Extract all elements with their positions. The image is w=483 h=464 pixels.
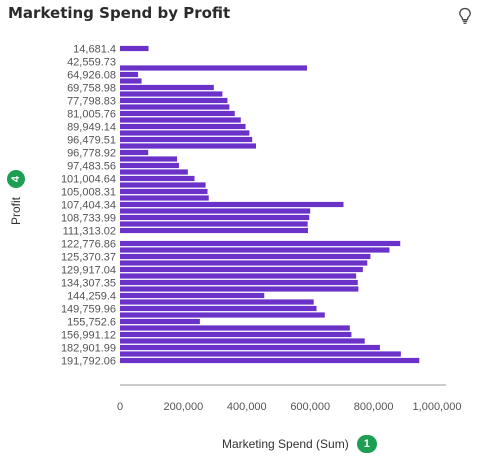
- y-tick-label: 134,307.35: [61, 278, 116, 290]
- bar[interactable]: [120, 344, 380, 351]
- x-tick-label: 1,000,000: [413, 401, 462, 413]
- bar[interactable]: [120, 260, 368, 266]
- y-tick-label: 122,776.86: [61, 239, 116, 251]
- bar[interactable]: [120, 292, 265, 299]
- x-tick-label: 600,000: [290, 401, 330, 413]
- bar[interactable]: [120, 188, 208, 195]
- bar[interactable]: [120, 273, 357, 279]
- bar[interactable]: [120, 97, 228, 104]
- bar[interactable]: [120, 253, 371, 260]
- y-tick-label: 77,798.83: [67, 96, 116, 108]
- bar[interactable]: [120, 65, 308, 71]
- y-tick-label: 64,926.08: [67, 70, 116, 82]
- bar[interactable]: [120, 110, 235, 117]
- bar[interactable]: [120, 156, 178, 162]
- bar[interactable]: [120, 91, 223, 97]
- y-tick-label: 182,901.99: [61, 343, 116, 355]
- bar[interactable]: [120, 247, 390, 253]
- bar[interactable]: [120, 214, 310, 221]
- bar[interactable]: [120, 71, 139, 78]
- bar[interactable]: [120, 208, 311, 214]
- y-tick-label: 96,479.51: [67, 135, 116, 147]
- chart-title: Marketing Spend by Profit: [8, 4, 231, 22]
- bar[interactable]: [120, 78, 142, 84]
- bar[interactable]: [120, 221, 308, 227]
- y-tick-label: 111,313.02: [63, 226, 116, 238]
- y-tick-label: 97,483.56: [67, 161, 116, 173]
- bar[interactable]: [120, 312, 325, 318]
- bar[interactable]: [120, 136, 253, 143]
- bar[interactable]: [120, 227, 308, 234]
- bar[interactable]: [120, 351, 401, 357]
- y-tick-label: 129,917.04: [61, 265, 116, 277]
- y-tick-label: 69,758.98: [67, 83, 116, 95]
- bar[interactable]: [120, 338, 365, 344]
- bar[interactable]: [120, 331, 352, 338]
- bar[interactable]: [120, 182, 206, 188]
- bar[interactable]: [120, 357, 420, 364]
- y-tick-label: 108,733.99: [61, 213, 116, 225]
- x-axis-count-badge[interactable]: 1: [356, 435, 377, 453]
- bar[interactable]: [120, 149, 149, 156]
- y-tick-label: 149,759.96: [61, 304, 116, 316]
- y-tick-label: 101,004.64: [61, 174, 116, 186]
- bar[interactable]: [120, 143, 256, 149]
- bar[interactable]: [120, 169, 188, 175]
- bar[interactable]: [120, 318, 200, 325]
- bar[interactable]: [120, 279, 358, 286]
- lightbulb-icon[interactable]: [458, 7, 472, 25]
- x-axis-title-group: Marketing Spend (Sum) 1: [222, 435, 377, 453]
- x-tick-label: 200,000: [164, 401, 204, 413]
- x-tick-label: 0: [117, 401, 123, 413]
- bar[interactable]: [120, 201, 344, 208]
- x-axis-title[interactable]: Marketing Spend (Sum): [222, 437, 349, 451]
- bar[interactable]: [120, 130, 250, 136]
- y-tick-label: 144,259.4: [67, 291, 116, 303]
- bar[interactable]: [120, 45, 149, 52]
- y-tick-label: 14,681.4: [73, 44, 116, 56]
- bar[interactable]: [120, 162, 179, 169]
- y-tick-label: 156,991.12: [61, 330, 116, 342]
- bar[interactable]: [120, 104, 230, 110]
- bar[interactable]: [120, 195, 209, 201]
- y-tick-label: 107,404.34: [61, 200, 116, 212]
- y-tick-label: 89,949.14: [67, 122, 116, 134]
- bar[interactable]: [120, 117, 241, 123]
- y-tick-label: 105,008.31: [61, 187, 116, 199]
- bar[interactable]: [120, 175, 195, 182]
- y-tick-label: 42,559.73: [67, 57, 116, 69]
- y-tick-label: 125,370.37: [61, 252, 116, 264]
- y-tick-label: 81,005.76: [67, 109, 116, 121]
- y-tick-label: 191,792.06: [61, 356, 116, 368]
- bar[interactable]: [120, 299, 314, 305]
- bar[interactable]: [120, 286, 359, 292]
- bar[interactable]: [120, 240, 401, 247]
- bar[interactable]: [120, 123, 246, 130]
- x-tick-label: 800,000: [354, 401, 394, 413]
- bar[interactable]: [120, 325, 350, 331]
- x-tick-label: 400,000: [227, 401, 267, 413]
- bar[interactable]: [120, 305, 317, 312]
- bar[interactable]: [120, 84, 214, 91]
- bar[interactable]: [120, 266, 363, 273]
- y-tick-label: 96,778.92: [67, 148, 116, 160]
- y-tick-label: 155,752.6: [67, 317, 116, 329]
